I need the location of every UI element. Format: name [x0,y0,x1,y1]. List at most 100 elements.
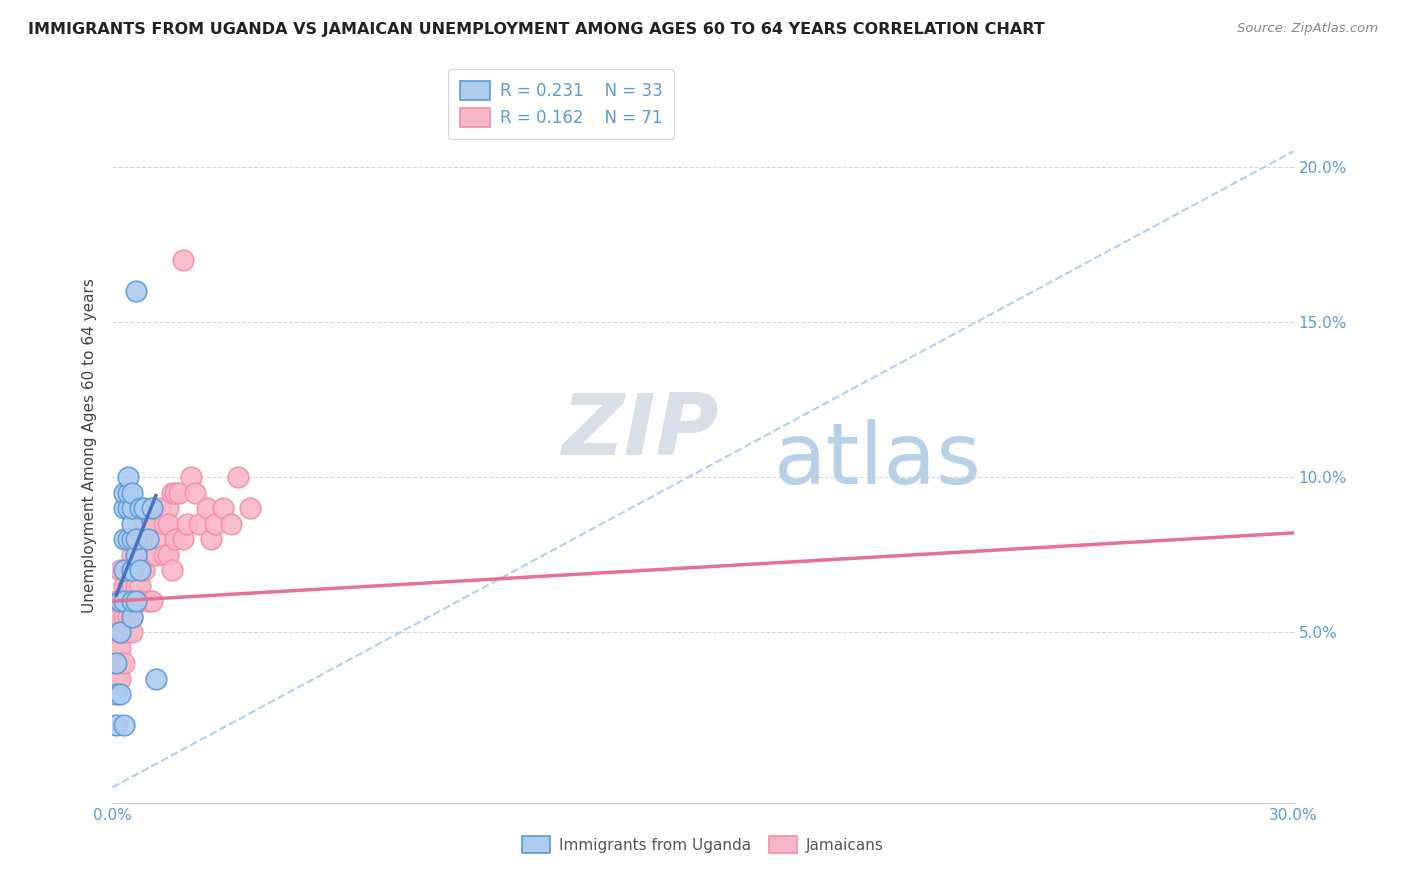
Point [136,548,159,562]
Y-axis label: Unemployment Among Ages 60 to 64 years: Unemployment Among Ages 60 to 64 years [82,278,97,614]
Point [110,656,132,670]
Point [195,501,218,516]
Point [110,609,132,624]
Point [149,501,172,516]
Point [172,532,194,546]
Point [112,594,135,608]
Point [121,516,143,531]
Point [184,485,207,500]
Point [121,501,143,516]
Point [125,563,148,577]
Text: atlas: atlas [773,418,981,502]
Point [160,485,183,500]
Point [160,563,183,577]
Point [112,609,135,624]
Legend: Immigrants from Uganda, Jamaicans: Immigrants from Uganda, Jamaicans [516,830,890,859]
Point [112,532,135,546]
Point [141,548,163,562]
Point [136,594,159,608]
Point [129,548,152,562]
Point [105,672,128,686]
Point [110,594,132,608]
Point [105,687,128,701]
Point [141,516,163,531]
Point [112,625,135,640]
Point [156,516,179,531]
Point [145,672,167,686]
Point [132,516,155,531]
Point [141,594,163,608]
Point [117,563,139,577]
Point [152,516,174,531]
Point [228,470,250,484]
Point [117,485,139,500]
Point [152,548,174,562]
Point [117,470,139,484]
Point [105,640,128,655]
Point [165,532,187,546]
Point [121,532,143,546]
Point [112,579,135,593]
Point [141,501,163,516]
Point [112,501,135,516]
Point [125,548,148,562]
Point [129,579,152,593]
Point [117,532,139,546]
Point [121,625,143,640]
Text: Source: ZipAtlas.com: Source: ZipAtlas.com [1237,22,1378,36]
Point [136,532,159,546]
Point [121,563,143,577]
Point [211,501,233,516]
Point [117,501,139,516]
Point [112,485,135,500]
Point [145,548,167,562]
Point [121,594,143,608]
Point [125,548,148,562]
Point [129,532,152,546]
Point [219,516,242,531]
Point [125,284,148,298]
Point [105,656,128,670]
Text: ZIP: ZIP [561,390,718,474]
Point [156,548,179,562]
Point [110,672,132,686]
Point [239,501,262,516]
Point [110,563,132,577]
Point [125,579,148,593]
Point [110,625,132,640]
Point [132,563,155,577]
Point [117,579,139,593]
Point [110,640,132,655]
Point [105,609,128,624]
Point [121,594,143,608]
Point [165,485,187,500]
Point [117,625,139,640]
Point [132,501,155,516]
Point [188,516,211,531]
Point [121,609,143,624]
Point [149,532,172,546]
Point [125,594,148,608]
Point [117,609,139,624]
Point [105,594,128,608]
Point [129,563,152,577]
Point [176,516,198,531]
Point [204,516,226,531]
Point [121,485,143,500]
Point [112,563,135,577]
Point [129,594,152,608]
Point [110,625,132,640]
Point [125,532,148,546]
Text: IMMIGRANTS FROM UGANDA VS JAMAICAN UNEMPLOYMENT AMONG AGES 60 TO 64 YEARS CORREL: IMMIGRANTS FROM UGANDA VS JAMAICAN UNEMP… [28,22,1045,37]
Point [125,594,148,608]
Point [132,548,155,562]
Point [156,501,179,516]
Point [121,563,143,577]
Point [172,252,194,267]
Point [136,532,159,546]
Point [121,609,143,624]
Point [129,501,152,516]
Point [200,532,222,546]
Point [112,656,135,670]
Point [110,687,132,701]
